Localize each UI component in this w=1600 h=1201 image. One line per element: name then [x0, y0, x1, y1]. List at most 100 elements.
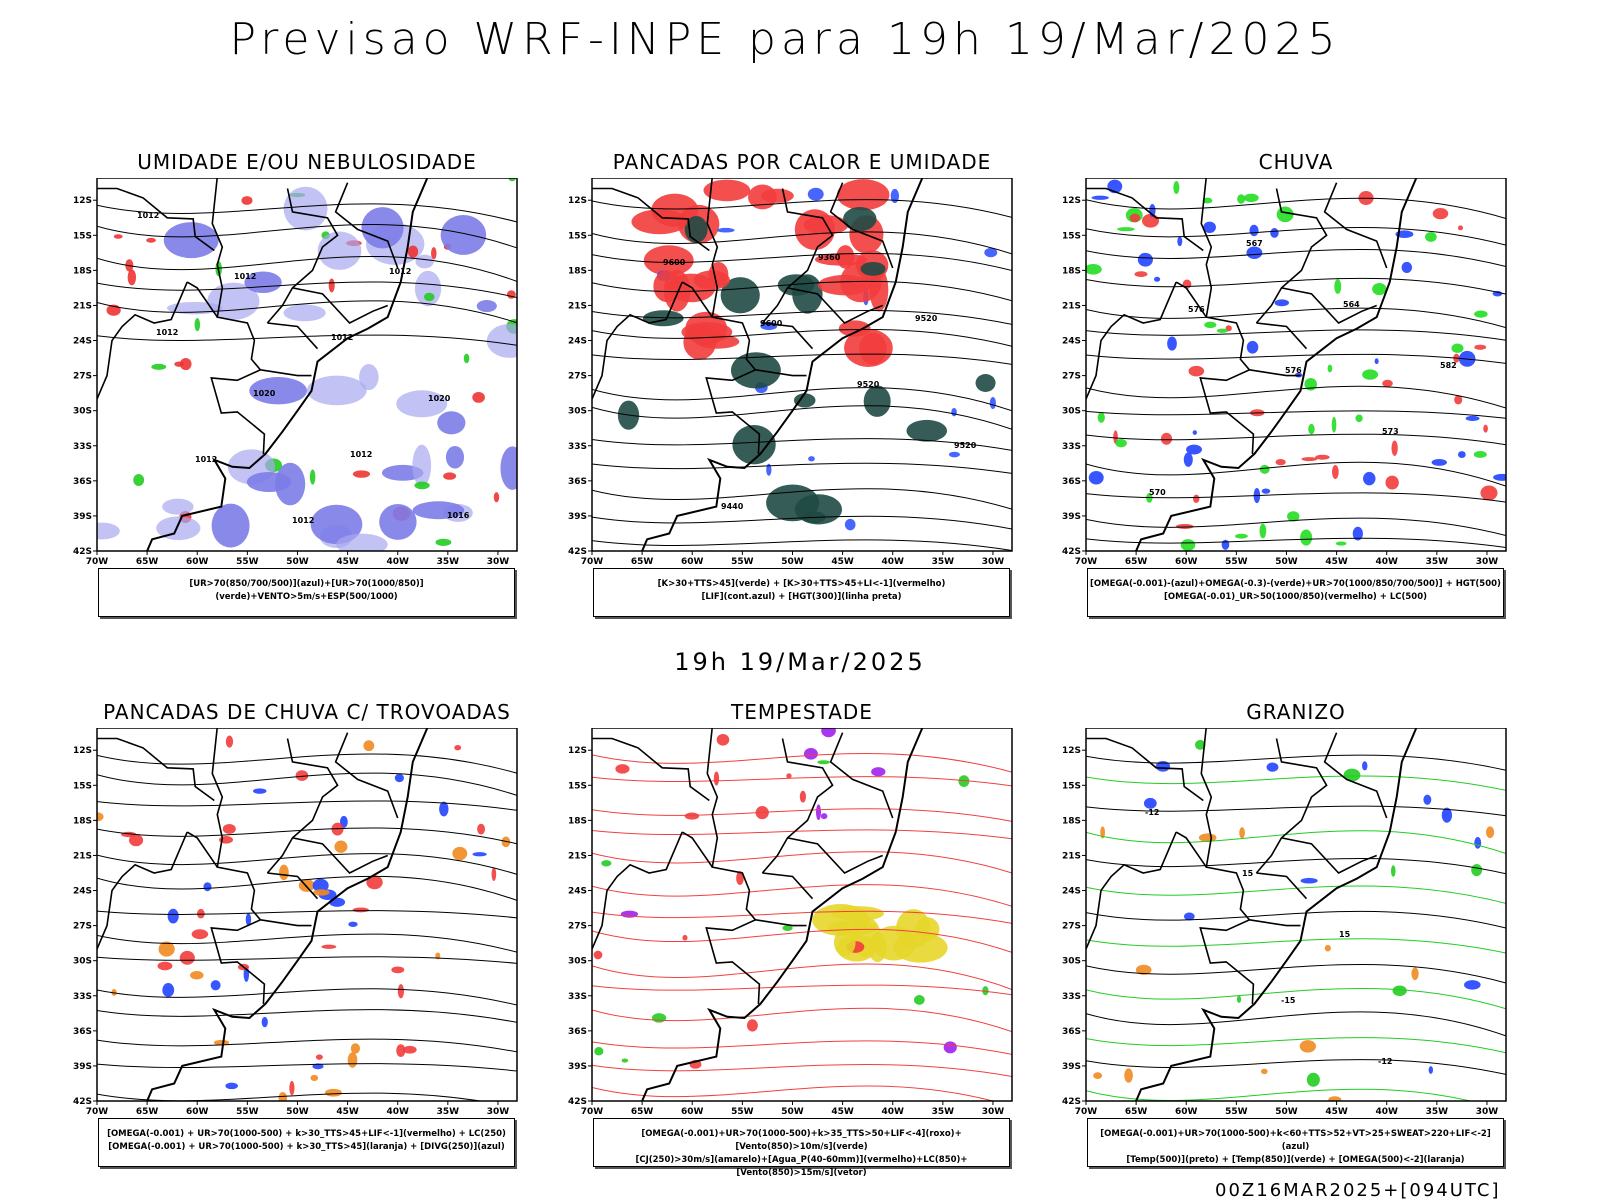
lat-tick-label: 42S: [1062, 547, 1081, 557]
lon-tick-label: 55W: [236, 1107, 259, 1117]
field-region: [306, 375, 367, 406]
contour-line: [1086, 858, 1506, 875]
contour-line: [592, 488, 1012, 510]
contour-line: [97, 255, 517, 282]
contour-line: [592, 1064, 1012, 1077]
field-region: [782, 925, 793, 932]
contour-line: [1086, 987, 1506, 1010]
field-region: [440, 214, 487, 255]
field-region: [1135, 964, 1152, 975]
legend-box: [OMEGA(-0.001)+UR>70(1000-500)+k<60+TTS>…: [1087, 1118, 1504, 1167]
field-region: [1428, 1066, 1434, 1074]
field-region: [1124, 1068, 1133, 1083]
lon-tick-label: 70W: [1075, 1107, 1098, 1117]
field-region: [128, 834, 144, 847]
field-region: [210, 980, 221, 991]
streamline: [97, 800, 517, 811]
field-region: [1431, 458, 1447, 466]
field-region: [1315, 454, 1330, 460]
lon-tick-label: 50W: [1275, 557, 1298, 567]
field-region: [1385, 475, 1399, 490]
field-region: [1343, 768, 1361, 782]
field-region: [162, 498, 194, 515]
panel-title: PANCADAS POR CALOR E UMIDADE: [612, 150, 992, 174]
field-region: [113, 234, 123, 239]
field-region: [601, 860, 612, 867]
lon-tick-label: 65W: [631, 557, 654, 567]
field-region: [982, 986, 989, 996]
lat-tick-label: 36S: [73, 1027, 92, 1037]
field-region: [720, 277, 760, 314]
coastline: [146, 178, 429, 551]
field-region: [1493, 473, 1506, 481]
border-line: [1199, 728, 1255, 1004]
field-region: [1246, 340, 1259, 354]
lat-tick-label: 18S: [1062, 266, 1081, 276]
border-line: [762, 872, 814, 900]
contour-label: 9600: [760, 319, 783, 328]
field-region: [1113, 430, 1118, 444]
field-region: [241, 196, 253, 205]
field-region: [651, 1013, 667, 1023]
legend-text: [LIF](cont.azul) + [HGT(300)](linha pret…: [701, 592, 902, 602]
field-region: [643, 245, 694, 276]
contour-label: 1012: [389, 267, 411, 276]
lon-tick-label: 30W: [1476, 1107, 1499, 1117]
border-line: [592, 831, 683, 950]
field-region: [1160, 432, 1173, 445]
field-region: [246, 472, 292, 492]
lon-tick-label: 45W: [831, 1107, 854, 1117]
contour-label: 582: [1440, 361, 1457, 370]
field-region: [1183, 912, 1195, 921]
field-region: [261, 1016, 268, 1028]
border-line: [97, 737, 215, 802]
field-region: [1221, 539, 1230, 550]
field-region: [431, 247, 437, 260]
lat-tick-label: 30S: [1062, 407, 1081, 417]
lon-tick-label: 35W: [437, 557, 460, 567]
field-region: [868, 933, 887, 962]
field-region: [415, 254, 434, 269]
field-region: [158, 941, 175, 957]
field-region: [225, 1082, 238, 1090]
border-line: [1249, 369, 1301, 377]
field-region: [1202, 197, 1213, 204]
field-region: [807, 187, 824, 201]
border-line: [592, 187, 710, 252]
contour-line: [97, 300, 517, 324]
lon-tick-label: 55W: [731, 557, 754, 567]
field-region: [1093, 1072, 1103, 1080]
field-region: [190, 970, 204, 980]
field-region: [1115, 438, 1127, 448]
border-line: [787, 287, 883, 324]
lon-tick-label: 60W: [186, 1107, 209, 1117]
lon-tick-label: 35W: [1426, 1107, 1449, 1117]
lon-tick-label: 30W: [982, 1107, 1005, 1117]
field-region: [1332, 464, 1339, 480]
field-region: [1480, 485, 1498, 501]
lat-tick-label: 27S: [1062, 922, 1081, 932]
border-line: [1256, 322, 1308, 350]
field-region: [1193, 494, 1200, 503]
contour-label: 1012: [156, 328, 178, 337]
border-line: [705, 178, 761, 454]
streamline: [97, 1009, 517, 1023]
field-region: [493, 492, 500, 503]
lon-tick-label: 30W: [487, 1107, 510, 1117]
lon-tick-label: 30W: [982, 557, 1005, 567]
coastline: [146, 728, 429, 1101]
field-region: [279, 864, 289, 881]
lon-tick-label: 70W: [86, 557, 109, 567]
lat-tick-label: 30S: [73, 407, 92, 417]
lat-tick-label: 42S: [73, 1097, 92, 1107]
field-region: [396, 1044, 406, 1058]
field-region: [1474, 344, 1487, 350]
field-region: [1392, 985, 1407, 997]
field-region: [1097, 412, 1105, 423]
contour-line: [1086, 1011, 1506, 1037]
field-region: [437, 411, 466, 435]
contour-line: [592, 1040, 1012, 1055]
legend-text: [OMEGA(-0.001) + UR>70(1000-500) + k>30_…: [108, 1142, 505, 1152]
field-region: [402, 1045, 417, 1054]
field-region: [844, 328, 893, 367]
